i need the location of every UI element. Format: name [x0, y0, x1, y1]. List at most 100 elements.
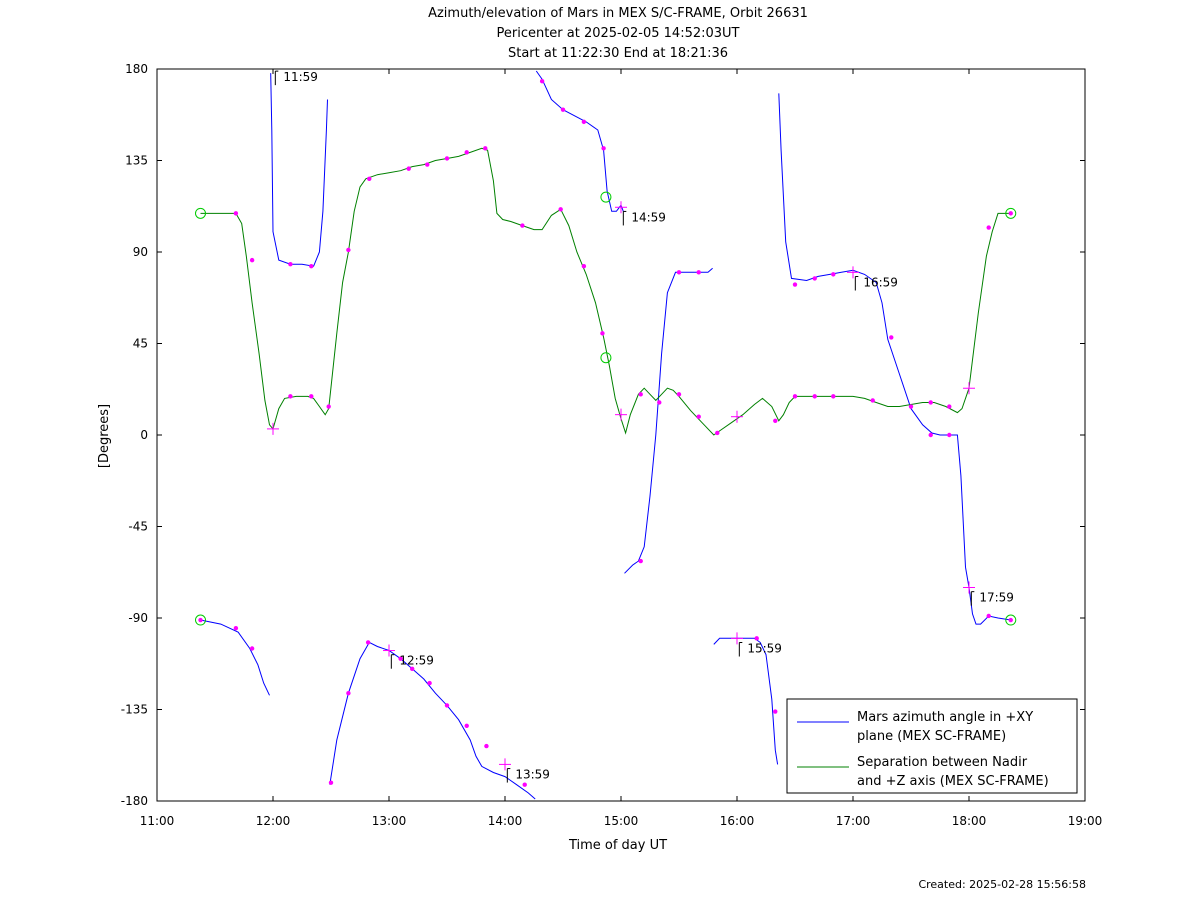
hour-cross-marker: [963, 382, 975, 395]
time-annotation: 11:59: [274, 70, 318, 86]
chart-subtitle-pericenter: Pericenter at 2025-02-05 14:52:03UT: [496, 26, 739, 41]
series-azimuth-line: [624, 267, 713, 574]
data-point-marker: [696, 414, 701, 419]
y-tick-label: -45: [128, 520, 148, 534]
data-point-marker: [427, 680, 432, 686]
data-point-marker: [947, 404, 952, 409]
data-point-marker: [367, 176, 372, 181]
axes: 11:00 12:00 13:00 14:00 15:00 16:00 17:00 18:00…: [121, 62, 1103, 828]
y-tick-label: -90: [128, 611, 148, 625]
data-point-marker: [346, 691, 351, 696]
series-azimuth-line: [713, 637, 779, 765]
hour-cross-marker: [499, 758, 511, 771]
data-point-marker: [249, 257, 255, 263]
data-point-marker: [444, 703, 450, 708]
series-azimuth-line: [535, 70, 624, 212]
data-point-marker: [986, 613, 991, 619]
series-layer: [200, 70, 1011, 800]
chart-title: Azimuth/elevation of Mars in MEX S/C-FRA…: [428, 6, 808, 21]
hour-cross-marker: [963, 581, 975, 594]
data-point-marker: [831, 272, 836, 277]
y-tick-label: 135: [125, 154, 148, 168]
hour-cross-marker: [267, 422, 279, 435]
data-point-marker: [328, 780, 334, 785]
y-tick-label: -180: [121, 794, 148, 808]
data-point-marker: [908, 404, 914, 409]
data-point-marker: [425, 162, 430, 167]
data-point-marker: [792, 394, 798, 399]
data-point-marker: [792, 282, 798, 287]
data-point-marker: [1008, 617, 1013, 623]
start-end-circle-marker: [600, 191, 612, 203]
x-tick-label: 16:00: [720, 814, 755, 828]
legend-label-azimuth-2: plane (MEX SC-FRAME): [857, 729, 1006, 744]
data-point-marker: [831, 394, 836, 399]
data-point-marker: [676, 392, 682, 397]
series-azimuth-line: [270, 73, 328, 267]
data-point-marker: [560, 107, 566, 112]
data-point-marker: [558, 207, 563, 212]
data-point-marker: [1008, 211, 1013, 216]
hour-cross-marker: [615, 201, 627, 214]
hour-cross-marker: [847, 266, 859, 279]
series-azimuth-line: [329, 641, 536, 800]
data-point-marker: [198, 617, 203, 623]
data-point-marker: [812, 394, 817, 399]
data-point-marker: [696, 270, 701, 275]
hour-cross-marker: [383, 644, 395, 657]
legend-label-separation-2: and +Z axis (MEX SC-FRAME): [857, 774, 1049, 789]
data-point-marker: [928, 432, 933, 438]
x-tick-label: 18:00: [952, 814, 987, 828]
data-point-marker: [464, 150, 469, 155]
y-tick-label: 0: [140, 428, 148, 442]
time-annotation: 15:59: [738, 642, 782, 657]
data-point-marker: [309, 264, 314, 269]
data-point-marker: [889, 335, 894, 340]
data-point-marker: [483, 146, 488, 151]
data-point-marker: [288, 262, 293, 267]
y-axis-label: [Degrees]: [97, 404, 112, 468]
hour-cross-marker: [731, 632, 743, 645]
data-point-marker: [288, 394, 293, 399]
series-azimuth-line: [200, 619, 270, 696]
x-axis-label: Time of day UT: [568, 838, 667, 853]
time-annotation: 16:59: [854, 276, 898, 291]
time-annotation: 13:59: [506, 768, 550, 783]
created-footer: Created: 2025-02-28 15:56:58: [918, 878, 1086, 891]
time-annotation: 12:59: [390, 654, 434, 669]
x-tick-label: 17:00: [836, 814, 871, 828]
x-tick-label: 14:00: [488, 814, 523, 828]
data-point-marker: [986, 225, 991, 230]
data-point-marker: [464, 723, 469, 728]
legend-label-separation-1: Separation between Nadir: [857, 755, 1028, 770]
data-point-marker: [754, 636, 759, 641]
data-point-marker: [638, 392, 643, 397]
data-point-marker: [601, 146, 606, 151]
data-point-marker: [539, 79, 545, 84]
legend-label-azimuth-1: Mars azimuth angle in +XY: [857, 710, 1033, 725]
start-end-circle-marker: [195, 207, 206, 219]
data-point-marker: [638, 558, 643, 564]
hour-cross-marker: [731, 410, 743, 423]
hour-cross-marker: [615, 408, 627, 421]
data-point-marker: [947, 432, 952, 438]
start-end-circle-marker: [195, 614, 206, 626]
time-annotation-label: 17:59: [979, 591, 1014, 605]
data-point-marker: [581, 264, 587, 269]
start-end-circle-marker: [600, 352, 612, 364]
y-tick-label: 90: [133, 245, 148, 259]
legend-box: [786, 698, 1078, 794]
start-end-circle-marker: [1005, 207, 1017, 219]
data-point-marker: [676, 270, 682, 275]
data-point-marker: [715, 430, 720, 436]
start-end-circle-marker: [1005, 614, 1017, 626]
x-tick-label: 15:00: [604, 814, 639, 828]
data-point-marker: [600, 331, 605, 336]
data-point-marker: [233, 211, 239, 216]
legend: Mars azimuth angle in +XY plane (MEX SC-…: [786, 698, 1078, 794]
data-point-marker: [870, 398, 875, 403]
time-annotation: 14:59: [622, 210, 666, 226]
data-point-marker: [773, 418, 778, 423]
data-point-marker: [928, 400, 933, 405]
data-point-marker: [309, 394, 314, 399]
